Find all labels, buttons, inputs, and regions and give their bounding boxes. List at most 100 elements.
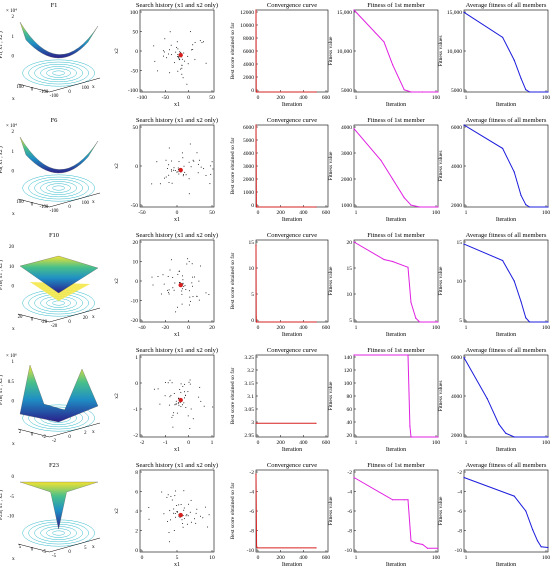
F10-search-sample <box>196 296 198 297</box>
F18-conv-point <box>315 422 317 424</box>
F6-conv-xtick-label: 0 <box>257 210 260 216</box>
F23-surface-ztick-label: -10 <box>7 515 14 520</box>
F6-search-sample <box>198 159 200 161</box>
F1-surface-ztick-label: 0 <box>12 55 15 60</box>
F18-search-sample <box>175 403 177 405</box>
F6-search-sample <box>156 161 158 163</box>
F10-fit1-title: Fitness of 1st member <box>367 232 425 239</box>
F18-conv-ytick-label: 3.15 <box>244 381 254 387</box>
F6-search-sample <box>164 177 165 179</box>
F10-fitavg-ytick-label: 10 <box>457 279 463 285</box>
F10-search-sample <box>192 296 194 298</box>
F18-search-sample <box>171 416 173 418</box>
F1-fit1-point <box>422 91 424 93</box>
F18-search-xtick-label: 1 <box>211 440 214 446</box>
F10-conv-point <box>255 244 257 246</box>
F6-search-sample <box>210 165 212 167</box>
F18-surface-xtick-label: 0 <box>68 435 71 440</box>
F6-search-sample <box>184 171 186 173</box>
F6-conv-ytick-label: 0 <box>251 203 254 209</box>
F23-search-sample <box>187 515 189 517</box>
F6-fit1-ytick-label: 2000 <box>341 177 352 183</box>
F6-search-sample <box>171 182 173 184</box>
F6-fitavg-point <box>463 124 465 126</box>
F1-search-xlabel: x1 <box>174 102 180 108</box>
F10-search-sample <box>182 275 183 277</box>
F10-conv-xtick-label: 400 <box>299 325 308 331</box>
F18-search-sample <box>184 394 186 396</box>
F18-search-sample <box>169 379 171 381</box>
F10-fit1-point <box>437 321 439 323</box>
F10-search-sample <box>172 277 174 278</box>
F10-fitavg-point <box>525 317 527 319</box>
F6-fit1-ytick-label: 4000 <box>341 125 352 131</box>
F23-search-sample <box>195 512 197 514</box>
F18-search-sample <box>178 397 180 399</box>
F18-search-sample <box>181 404 183 406</box>
F18-fitavg-ytick-label: 6000 <box>451 355 462 361</box>
F1-search-sample <box>169 31 171 33</box>
F1-fitavg-point <box>520 77 522 79</box>
F1-search-sample <box>169 49 170 51</box>
F6-surface-xtick-label: 100 <box>82 201 90 206</box>
F10-search-sample <box>172 287 174 289</box>
F10-search-ytick-label: 0 <box>135 279 138 285</box>
F1-search-ytick-label: -50 <box>131 69 139 75</box>
F10-search-sample <box>191 263 193 265</box>
F1-fit1-ytick-label: 15,000 <box>337 10 352 16</box>
F18-fit1-point <box>407 354 409 356</box>
F10-surface-ztick-label: 0 <box>12 285 15 290</box>
F1-surface-contour <box>40 66 77 80</box>
F18-search-sample <box>164 395 166 397</box>
F6-search-sample <box>177 171 179 173</box>
F6-conv-xlabel: Iteration <box>282 217 302 223</box>
F6-surface-ytick-label: 100 <box>16 200 24 205</box>
F10-search-xtick-label: -20 <box>162 325 170 331</box>
F10-fit1-ytick-label: 10 <box>347 292 353 298</box>
F6-conv-ytick-label: 6000 <box>243 125 254 131</box>
F18-search-sample <box>184 383 186 385</box>
F6-search-sample <box>165 176 167 178</box>
F6-conv-frame <box>255 124 329 208</box>
F23-search-sample <box>173 508 175 510</box>
F1-conv-point <box>256 91 258 93</box>
F23-fit1-point <box>403 499 405 501</box>
F1-fitavg-point <box>525 89 527 91</box>
F6-search-sample <box>210 173 212 175</box>
F23-fit1-xtick-label: 1 <box>355 555 358 561</box>
F23-conv-xtick-label: 0 <box>257 555 260 561</box>
F10-fit1-ylabel: Fitness value <box>328 266 334 295</box>
F18-search-xtick-label: -1 <box>163 440 168 446</box>
F6-fit1-ytick-label: 3000 <box>341 151 352 157</box>
F1-search-title: Search history (x1 and x2 only) <box>136 2 218 9</box>
F23-search-sample <box>161 491 163 493</box>
F23-conv-xlabel: Iteration <box>282 562 302 568</box>
F1-conv-ytick-label: 4000 <box>243 62 254 68</box>
F10-search-sample <box>173 289 175 291</box>
F18-search-sample <box>189 383 191 385</box>
F10-surface-surface <box>19 255 99 294</box>
F18-search-sample <box>173 412 175 414</box>
F1-fit1-title: Fitness of 1st member <box>367 2 425 9</box>
F10-surface-ztick-label: 10 <box>9 265 15 270</box>
F23-fitavg-point <box>525 510 527 512</box>
F6-surface-contour <box>28 176 89 200</box>
F10-search-sample <box>205 292 207 294</box>
F6-fitavg-point <box>520 194 522 196</box>
F23-surface-zlabel: F23( x1 , x2 ) <box>0 490 4 520</box>
F18-fitavg-point <box>513 436 515 438</box>
F1-fitavg-point <box>529 91 531 93</box>
F10-search-sample <box>162 274 164 276</box>
F23-fit1-ytick-label: -4 <box>347 490 352 496</box>
F18-search-sample <box>187 391 189 393</box>
F23-search-sample <box>173 530 175 531</box>
F23-fit1-point <box>407 499 409 501</box>
F10-search-sample <box>185 289 187 290</box>
F23-fitavg-xlabel: Iteration <box>496 562 516 568</box>
F18-fitavg-xtick-label: 100 <box>542 440 550 446</box>
F18-conv-ytick-label: 3 <box>251 420 254 426</box>
F1-search-xtick-label: 0 <box>187 95 190 101</box>
F6-surface-contour <box>22 174 95 202</box>
F10-surface-x1-label: x <box>92 314 95 320</box>
F23-search-best-point <box>178 512 183 518</box>
